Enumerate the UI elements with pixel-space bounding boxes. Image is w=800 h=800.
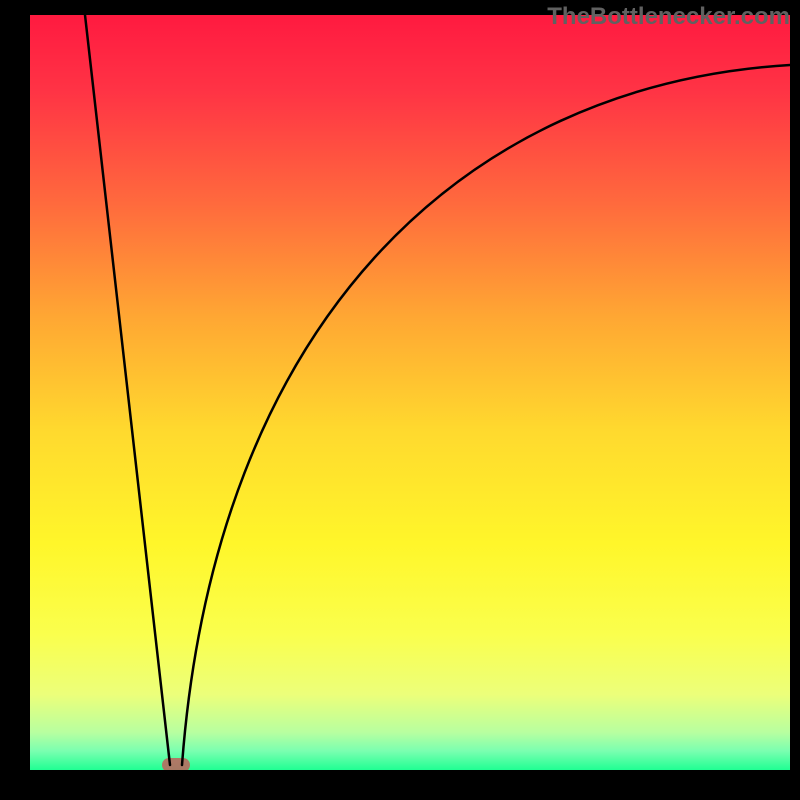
chart-container: TheBottlenecker.com xyxy=(0,0,800,800)
minimum-marker xyxy=(162,758,190,770)
plot-area xyxy=(30,15,790,770)
gradient-background xyxy=(30,15,790,770)
watermark-text: TheBottlenecker.com xyxy=(547,3,790,31)
plot-svg xyxy=(30,15,790,770)
